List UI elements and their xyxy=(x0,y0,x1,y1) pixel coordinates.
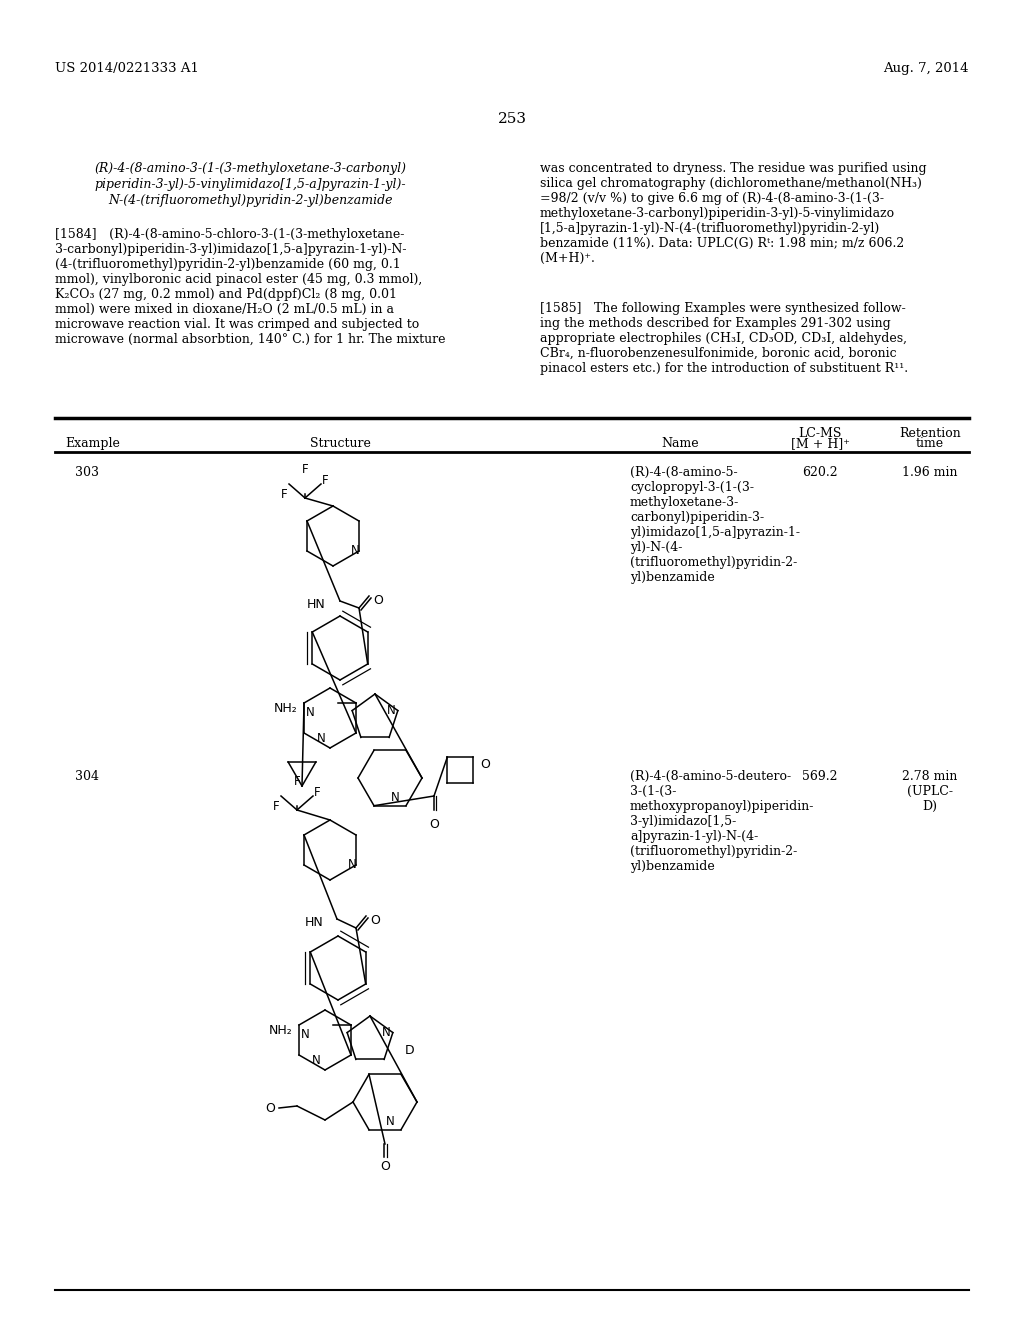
Text: 304: 304 xyxy=(75,770,99,783)
Text: was concentrated to dryness. The residue was purified using
silica gel chromatog: was concentrated to dryness. The residue… xyxy=(540,162,927,265)
Text: 620.2: 620.2 xyxy=(802,466,838,479)
Text: Retention: Retention xyxy=(899,426,961,440)
Text: F: F xyxy=(281,487,287,500)
Text: Name: Name xyxy=(662,437,698,450)
Text: NH₂: NH₂ xyxy=(274,702,298,715)
Text: HN: HN xyxy=(304,916,323,929)
Text: N: N xyxy=(306,705,314,718)
Text: 569.2: 569.2 xyxy=(802,770,838,783)
Text: N: N xyxy=(311,1055,321,1068)
Text: F: F xyxy=(302,463,308,477)
Text: piperidin-3-yl)-5-vinylimidazo[1,5-a]pyrazin-1-yl)-: piperidin-3-yl)-5-vinylimidazo[1,5-a]pyr… xyxy=(94,178,406,191)
Text: Example: Example xyxy=(65,437,120,450)
Text: F: F xyxy=(322,474,329,487)
Text: LC-MS: LC-MS xyxy=(799,426,842,440)
Text: N: N xyxy=(351,544,359,557)
Text: Aug. 7, 2014: Aug. 7, 2014 xyxy=(884,62,969,75)
Text: (R)-4-(8-amino-5-
cyclopropyl-3-(1-(3-
methyloxetane-3-
carbonyl)piperidin-3-
yl: (R)-4-(8-amino-5- cyclopropyl-3-(1-(3- m… xyxy=(630,466,800,583)
Text: O: O xyxy=(480,758,489,771)
Text: D: D xyxy=(406,1044,415,1056)
Text: (R)-4-(8-amino-5-deutero-
3-(1-(3-
methoxypropanoyl)piperidin-
3-yl)imidazo[1,5-: (R)-4-(8-amino-5-deutero- 3-(1-(3- metho… xyxy=(630,770,814,873)
Text: 1.96 min: 1.96 min xyxy=(902,466,957,479)
Text: F: F xyxy=(294,775,300,788)
Text: NH₂: NH₂ xyxy=(269,1024,293,1038)
Text: F: F xyxy=(314,785,321,799)
Text: F: F xyxy=(272,800,279,813)
Text: O: O xyxy=(265,1101,275,1114)
Text: N: N xyxy=(301,1027,310,1040)
Text: O: O xyxy=(370,913,380,927)
Text: time: time xyxy=(915,437,944,450)
Text: O: O xyxy=(373,594,383,606)
Text: N-(4-(trifluoromethyl)pyridin-2-yl)benzamide: N-(4-(trifluoromethyl)pyridin-2-yl)benza… xyxy=(108,194,392,207)
Text: [M + H]⁺: [M + H]⁺ xyxy=(791,437,850,450)
Text: N: N xyxy=(390,791,399,804)
Text: N: N xyxy=(348,858,356,871)
Text: 2.78 min
(UPLC-
D): 2.78 min (UPLC- D) xyxy=(902,770,957,813)
Text: [1584] (R)-4-(8-amino-5-chloro-3-(1-(3-methyloxetane-
3-carbonyl)piperidin-3-yl): [1584] (R)-4-(8-amino-5-chloro-3-(1-(3-m… xyxy=(55,228,445,346)
Text: US 2014/0221333 A1: US 2014/0221333 A1 xyxy=(55,62,199,75)
Text: Structure: Structure xyxy=(309,437,371,450)
Text: O: O xyxy=(380,1160,390,1173)
Text: N: N xyxy=(386,1114,394,1127)
Text: O: O xyxy=(429,818,439,832)
Text: N: N xyxy=(387,704,395,717)
Text: HN: HN xyxy=(307,598,326,611)
Text: N: N xyxy=(382,1026,391,1039)
Text: N: N xyxy=(316,733,326,746)
Text: [1585] The following Examples were synthesized follow-
ing the methods described: [1585] The following Examples were synth… xyxy=(540,302,908,375)
Text: 303: 303 xyxy=(75,466,99,479)
Text: (R)-4-(8-amino-3-(1-(3-methyloxetane-3-carbonyl): (R)-4-(8-amino-3-(1-(3-methyloxetane-3-c… xyxy=(94,162,406,176)
Text: 253: 253 xyxy=(498,112,526,125)
